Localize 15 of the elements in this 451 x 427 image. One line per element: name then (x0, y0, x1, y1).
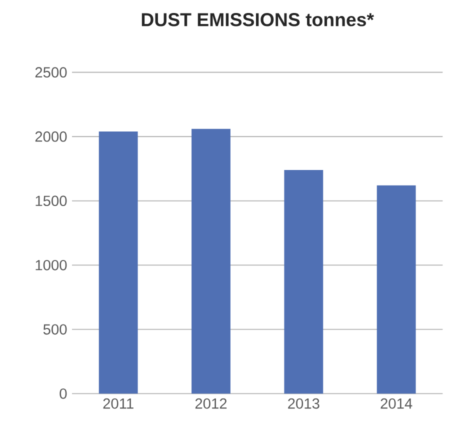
y-tick-label: 2000 (35, 131, 67, 142)
y-tick-label: 0 (60, 388, 67, 399)
x-tick-label: 2013 (288, 398, 320, 409)
y-tick-label: 2500 (35, 67, 67, 78)
y-tick-label: 1500 (36, 196, 67, 206)
x-tick-label: 2014 (380, 398, 412, 409)
y-tick-label: 1000 (36, 260, 67, 270)
x-tick-label: 2011 (103, 398, 134, 409)
bar (284, 170, 324, 394)
bar (192, 128, 230, 394)
chart-title: DUST EMISSIONS tonnes* (142, 13, 374, 26)
y-tick-label: 500 (43, 324, 67, 335)
x-tick-label: 2012 (195, 398, 227, 409)
bar (98, 131, 138, 394)
bar (376, 185, 416, 394)
